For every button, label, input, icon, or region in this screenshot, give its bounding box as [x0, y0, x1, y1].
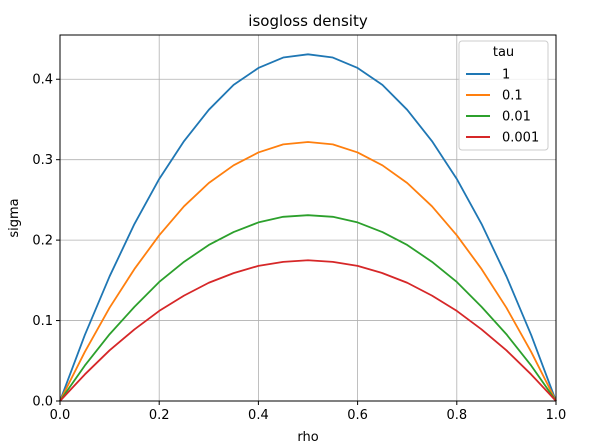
chart-title: isogloss density	[248, 12, 368, 30]
y-tick-label: 0.0	[32, 395, 53, 410]
x-tick-label: 1.0	[546, 408, 567, 423]
axis-ticks: 0.0 0.2 0.4 0.6 0.8 1.0 0.0 0.1 0.2 0.3 0.4	[32, 73, 566, 423]
series-lines	[59, 53, 557, 402]
legend-label: 0.01	[502, 110, 531, 125]
x-tick-label: 0.8	[446, 408, 467, 423]
legend-entries: 1 0.1 0.01 0.001	[466, 68, 539, 146]
y-tick-label: 0.1	[32, 314, 53, 329]
y-tick-label: 0.3	[32, 153, 53, 168]
legend-label: 0.001	[502, 131, 539, 146]
x-tick-label: 0.4	[248, 408, 269, 423]
series-line-0.1	[59, 141, 557, 402]
series-line-0.001	[59, 259, 557, 402]
legend-box	[458, 40, 549, 151]
x-tick-label: 0.2	[149, 408, 170, 423]
series-line-0.01	[59, 214, 557, 402]
y-axis-label: sigma	[7, 198, 22, 237]
y-tick-label: 0.4	[32, 73, 53, 88]
y-tick-label: 0.2	[32, 234, 53, 249]
plot-frame	[59, 34, 557, 402]
legend-title: tau	[493, 45, 514, 60]
legend-label: 1	[502, 68, 510, 83]
legend: tau 1 0.1 0.01 0.001	[458, 40, 549, 151]
x-axis-label: rho	[297, 430, 318, 444]
series-line-1	[59, 53, 557, 402]
legend-label: 0.1	[502, 89, 523, 104]
x-tick-label: 0.6	[347, 408, 368, 423]
x-tick-label: 0.0	[50, 408, 71, 423]
